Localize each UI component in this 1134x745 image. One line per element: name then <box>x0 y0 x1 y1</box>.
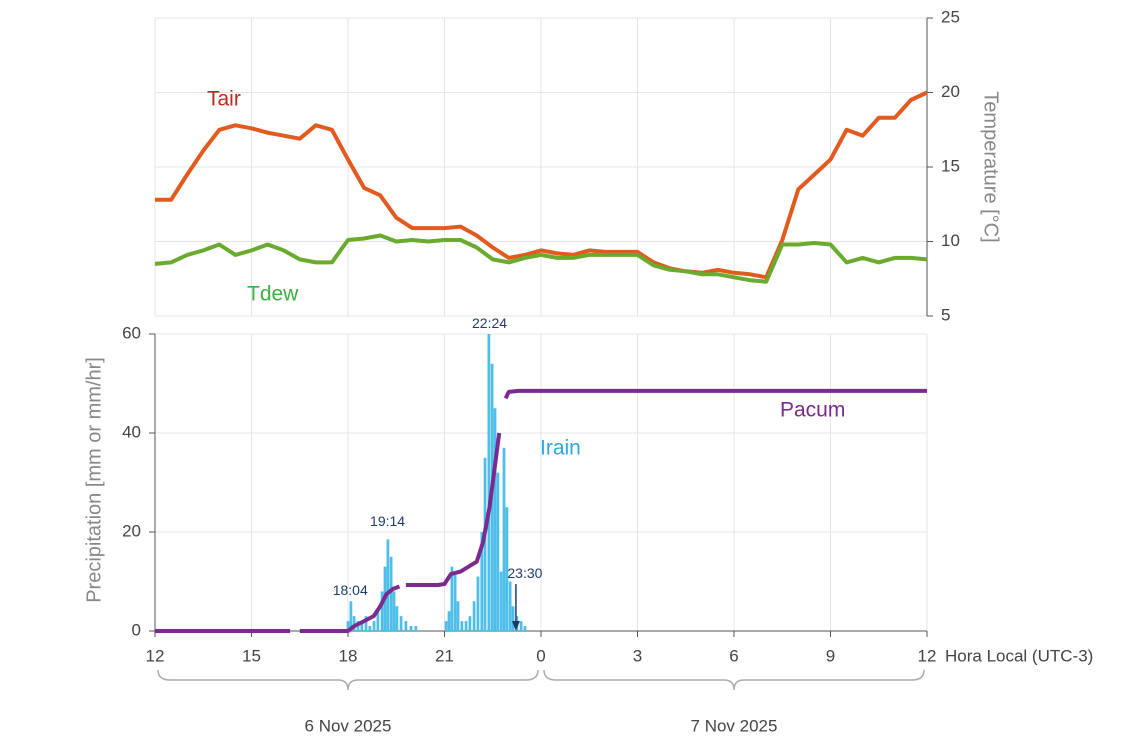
bar <box>483 457 487 631</box>
series-label: Tair <box>207 88 241 111</box>
date-label: 7 Nov 2025 <box>691 716 778 735</box>
y-tick-label: 20 <box>941 82 960 101</box>
bar <box>499 571 503 631</box>
bar <box>508 581 512 631</box>
x-tick-label: 9 <box>826 646 835 665</box>
y-tick-label: 0 <box>132 620 141 639</box>
bar <box>352 616 356 631</box>
bar <box>414 626 418 631</box>
bar <box>519 621 523 631</box>
bar <box>523 626 527 631</box>
annotation: 22:24 <box>472 315 507 331</box>
bar <box>364 616 368 631</box>
y-axis-title: Precipitation [mm or mm/hr] <box>83 357 105 603</box>
line-series <box>155 90 928 280</box>
bar <box>460 621 464 631</box>
bar <box>349 601 353 631</box>
bar <box>360 621 364 631</box>
bar <box>444 621 448 631</box>
bar <box>487 334 491 631</box>
bar <box>380 591 384 631</box>
annotation-arrowhead <box>511 621 520 631</box>
x-tick-label: 12 <box>918 646 937 665</box>
bar <box>399 616 403 631</box>
bar <box>386 539 390 631</box>
y-axis-title: Temperature [°C] <box>980 91 1002 242</box>
bar <box>409 626 413 631</box>
bar <box>456 601 460 631</box>
bar <box>472 601 476 631</box>
line-series <box>154 233 928 284</box>
x-tick-label: 12 <box>146 646 165 665</box>
y-tick-label: 5 <box>941 305 950 324</box>
bar <box>493 408 497 631</box>
bar <box>496 472 500 631</box>
bar <box>372 621 376 631</box>
bar <box>395 606 399 631</box>
x-tick-label: 21 <box>435 646 454 665</box>
annotation: 18:04 <box>333 582 368 598</box>
bar <box>450 566 454 631</box>
y-tick-label: 60 <box>122 323 141 342</box>
bar <box>389 556 393 631</box>
bar <box>464 621 468 631</box>
date-brace <box>543 669 925 691</box>
bar <box>502 447 506 631</box>
bar <box>376 611 380 631</box>
series-label: Pacum <box>780 399 845 422</box>
x-tick-label: 6 <box>729 646 738 665</box>
line-series <box>155 388 927 633</box>
x-tick-label: 15 <box>242 646 261 665</box>
y-tick-label: 15 <box>941 156 960 175</box>
bar <box>480 532 484 631</box>
x-tick-label: 0 <box>536 646 545 665</box>
bar <box>505 507 509 631</box>
annotation: 23:30 <box>507 565 542 581</box>
x-tick-label: 3 <box>633 646 642 665</box>
y-tick-label: 40 <box>122 422 141 441</box>
series-label: Irain <box>540 437 581 460</box>
bar <box>447 611 451 631</box>
annotation: 19:14 <box>370 513 405 529</box>
bar <box>453 571 457 631</box>
y-tick-label: 20 <box>122 521 141 540</box>
series-label: Tdew <box>247 283 299 306</box>
bar <box>368 626 372 631</box>
x-axis-title: Hora Local (UTC-3) <box>945 646 1093 665</box>
date-label: 6 Nov 2025 <box>305 716 392 735</box>
x-tick-label: 18 <box>339 646 358 665</box>
bar <box>392 591 396 631</box>
y-tick-label: 10 <box>941 231 960 250</box>
y-tick-label: 25 <box>941 7 960 26</box>
bar <box>476 576 480 631</box>
date-brace <box>157 669 539 691</box>
bar <box>404 621 408 631</box>
bar <box>511 606 515 631</box>
bar <box>468 616 472 631</box>
bar <box>346 621 350 631</box>
